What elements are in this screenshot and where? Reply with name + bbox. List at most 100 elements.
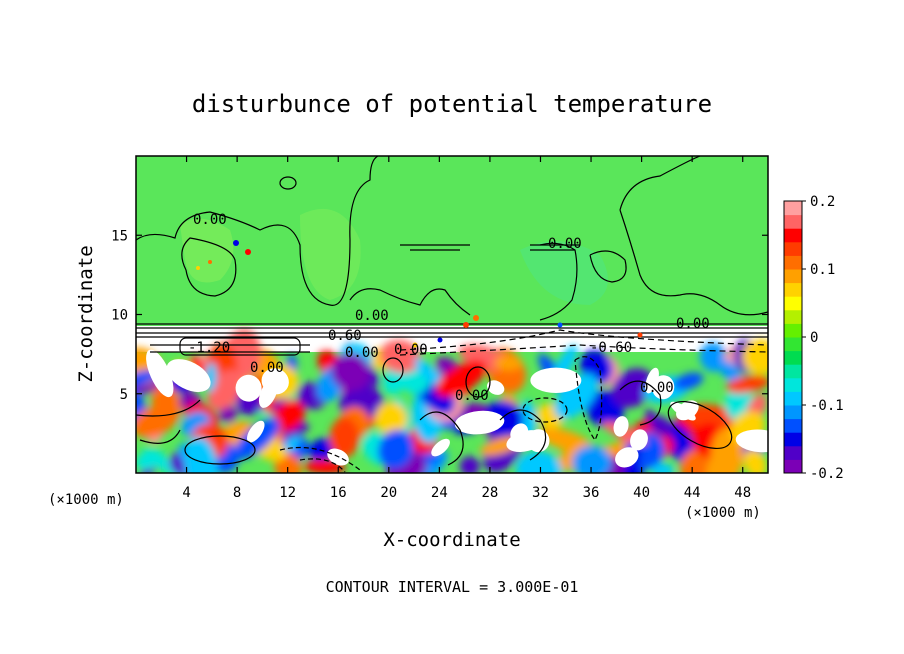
contour-label: -1.20 xyxy=(188,340,230,356)
upper-light-patch xyxy=(520,241,608,305)
field-blob xyxy=(279,403,295,420)
feature-dot xyxy=(463,322,469,328)
saturated-blob xyxy=(615,447,639,468)
field-blob xyxy=(414,358,447,389)
field-blob xyxy=(136,449,164,470)
contour-line xyxy=(136,323,768,338)
saturated-blob xyxy=(645,367,659,394)
feature-dot xyxy=(557,322,563,328)
contour-line xyxy=(150,344,310,353)
saturated-blob xyxy=(530,367,582,394)
feature-dot xyxy=(437,337,443,343)
x-tick-label: 4 xyxy=(182,485,190,501)
field-blob xyxy=(719,360,742,385)
contour-line xyxy=(136,156,379,306)
contour-line xyxy=(279,446,361,473)
x-tick-label: 20 xyxy=(380,485,397,501)
contour-line xyxy=(667,400,733,450)
upper-light-patch xyxy=(180,218,234,283)
x-axis: 4 8 12 16 20 24 28 32 36 40 44 48 xyxy=(182,156,751,501)
x-tick-label: 48 xyxy=(734,485,751,501)
colorbar-swatch xyxy=(784,432,802,447)
contour-label: 0.00 xyxy=(455,388,489,404)
contour-line xyxy=(574,356,603,442)
saturated-blob xyxy=(613,416,629,437)
contour-line xyxy=(539,242,578,321)
contour-line xyxy=(619,380,662,426)
field-blob xyxy=(611,368,654,408)
saturated-blob xyxy=(652,375,675,400)
feature-dot xyxy=(233,240,239,246)
colorbar-swatch xyxy=(784,364,802,379)
colorbar-swatch xyxy=(784,228,802,243)
contour-label: 0.00 xyxy=(250,360,284,376)
contour-label: 0.00 xyxy=(676,316,710,332)
colorbar-tick-label: 0 xyxy=(810,330,818,346)
colorbar-ticks: 0.2 0.1 0 -0.1 -0.2 xyxy=(802,194,844,482)
feature-dot xyxy=(208,260,212,264)
chart-title: disturbunce of potential temperature xyxy=(192,90,712,118)
contour-line xyxy=(349,288,471,316)
field-blob xyxy=(375,401,408,436)
contour-line xyxy=(465,366,491,398)
colorbar-swatch xyxy=(784,214,802,229)
colorbar-swatch xyxy=(784,255,802,270)
colorbar-swatch xyxy=(784,405,802,420)
x-tick-label: 8 xyxy=(233,485,241,501)
feature-dot xyxy=(473,315,479,321)
field-blob xyxy=(648,415,674,437)
colorbar-swatch xyxy=(784,296,802,311)
saturated-blob xyxy=(246,420,265,443)
saturated-blob xyxy=(735,429,768,453)
colorbar xyxy=(784,201,802,474)
feature-dot xyxy=(637,332,643,338)
y-tick-label: 10 xyxy=(111,308,128,324)
colorbar-swatch xyxy=(784,241,802,256)
colorbar-tick-label: -0.2 xyxy=(810,466,844,482)
contour-label: -0.60 xyxy=(590,340,632,356)
colorbar-swatch xyxy=(784,269,802,284)
contour-line xyxy=(419,411,464,466)
feature-dot xyxy=(196,266,200,270)
colorbar-tick-label: -0.1 xyxy=(810,398,844,414)
contour-line xyxy=(530,244,580,251)
y-tick-label: 15 xyxy=(111,228,128,244)
colorbar-swatch xyxy=(784,282,802,297)
saturated-blob xyxy=(630,429,648,451)
field-blob xyxy=(329,417,360,459)
contour-line xyxy=(181,237,237,297)
colorbar-swatch xyxy=(784,350,802,365)
contour-line xyxy=(400,244,470,251)
field-blob xyxy=(725,375,768,394)
contour-line xyxy=(399,329,768,351)
saturated-blob xyxy=(258,378,278,408)
field-blob xyxy=(379,339,422,373)
x-unit-left: (×1000 m) xyxy=(48,492,124,508)
saturated-blob xyxy=(431,438,450,457)
plot-area xyxy=(136,156,768,473)
x-tick-label: 12 xyxy=(279,485,296,501)
saturated-areas xyxy=(146,349,768,468)
saturated-blob xyxy=(166,359,211,393)
contour-label-group: 0.00 0.00 0.00 0.00 0.60 0.00 -1.20 0.00… xyxy=(188,212,710,404)
saturated-blob xyxy=(235,374,262,402)
field-blob xyxy=(136,369,159,389)
field-blob xyxy=(435,360,487,398)
colorbar-swatch xyxy=(784,391,802,406)
colorbar-swatch xyxy=(784,201,802,216)
colorbar-swatch xyxy=(784,323,802,338)
colorbar-swatch xyxy=(784,418,802,433)
x-tick-label: 36 xyxy=(583,485,600,501)
colorbar-swatch xyxy=(784,309,802,324)
contour-label: 0.00 xyxy=(193,212,227,228)
colorbar-swatch xyxy=(784,337,802,352)
field-blob xyxy=(538,427,593,454)
field-blob xyxy=(136,405,178,438)
contour-line xyxy=(399,344,768,356)
x-tick-label: 32 xyxy=(532,485,549,501)
contour-label: 0.00 xyxy=(640,380,674,396)
contour-label: 0.00 xyxy=(394,342,428,358)
x-tick-label: 40 xyxy=(633,485,650,501)
saturated-blob xyxy=(146,349,174,398)
